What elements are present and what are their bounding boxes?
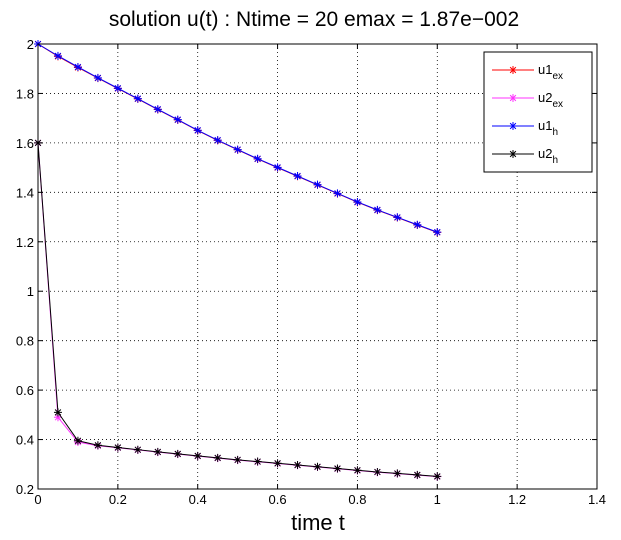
y-tick-label: 1.2	[16, 235, 34, 250]
y-tick-label: 1.6	[16, 136, 34, 151]
data-point	[53, 413, 62, 422]
data-point	[313, 462, 322, 471]
legend-label: u2ex	[538, 90, 563, 110]
data-point	[133, 94, 142, 103]
legend-marker	[509, 94, 517, 102]
series-u1-ex	[34, 40, 442, 237]
y-tick-label: 0.6	[16, 383, 34, 398]
y-tick-label: 0.4	[16, 433, 34, 448]
data-point	[53, 408, 62, 417]
y-tick-label: 0.2	[16, 482, 34, 497]
data-point	[193, 126, 202, 135]
y-tick-label: 1.4	[16, 185, 34, 200]
data-point	[413, 220, 422, 229]
data-point	[433, 228, 442, 237]
legend-label: u1h	[538, 118, 558, 138]
legend-box	[483, 51, 593, 173]
series-line	[37, 142, 438, 477]
data-point	[93, 441, 102, 450]
data-point	[433, 472, 442, 481]
y-tick-label: 2	[27, 37, 34, 52]
data-point	[413, 470, 422, 479]
series-line	[37, 43, 438, 233]
y-tick-label: 1.8	[16, 86, 34, 101]
data-point	[193, 451, 202, 460]
data-point	[253, 457, 262, 466]
data-point	[153, 105, 162, 114]
data-point	[373, 467, 382, 476]
series-line	[37, 142, 438, 478]
data-point	[233, 455, 242, 464]
data-point	[213, 136, 222, 145]
data-point	[113, 84, 122, 93]
series-group	[34, 40, 442, 481]
data-point	[273, 163, 282, 172]
y-tick-label: 1	[27, 284, 34, 299]
data-point	[353, 466, 362, 475]
data-point	[333, 189, 342, 198]
data-point	[153, 447, 162, 456]
x-tick-label: 0	[34, 492, 41, 507]
x-tick-label: 0.8	[348, 492, 366, 507]
data-point	[73, 436, 82, 445]
data-point	[173, 449, 182, 458]
data-point	[93, 73, 102, 82]
series-u2-ex	[34, 138, 442, 481]
legend-marker	[509, 122, 517, 130]
data-point	[293, 461, 302, 470]
data-point	[113, 443, 122, 452]
legend-marker	[509, 66, 517, 74]
data-point	[313, 180, 322, 189]
data-point	[233, 145, 242, 154]
x-tick-label: 1	[434, 492, 441, 507]
x-tick-label: 1.2	[508, 492, 526, 507]
legend-label: u1ex	[538, 62, 563, 82]
data-point	[393, 213, 402, 222]
data-point	[393, 469, 402, 478]
legend-item: u1h	[492, 118, 558, 138]
data-point	[353, 197, 362, 206]
data-point	[333, 464, 342, 473]
legend-item: u2h	[492, 146, 558, 166]
x-tick-label: 0.2	[109, 492, 127, 507]
plot-area-frame	[37, 43, 598, 490]
data-point	[173, 115, 182, 124]
data-point	[133, 445, 142, 454]
data-point	[293, 172, 302, 181]
legend-item: u2ex	[492, 90, 563, 110]
legend: u1ex u2ex u1h u2h	[483, 51, 593, 173]
data-point	[73, 62, 82, 71]
legend-label: u2h	[538, 146, 558, 166]
x-tick-label: 0.6	[269, 492, 287, 507]
data-point	[273, 459, 282, 468]
series-u2-h	[34, 138, 442, 481]
y-tick-label: 0.8	[16, 334, 34, 349]
legend-item: u1ex	[492, 62, 563, 82]
chart-title: solution u(t) : Ntime = 20 emax = 1.87e−…	[109, 8, 519, 31]
legend-marker	[509, 150, 517, 158]
data-point	[53, 51, 62, 60]
x-tick-label: 0.4	[189, 492, 207, 507]
data-point	[373, 205, 382, 214]
x-axis-label: time t	[291, 510, 345, 535]
series-u1-h	[34, 40, 442, 237]
data-point	[253, 154, 262, 163]
axis-ticks: 0 0.2 0.4 0.6 0.8 1 1.2 1.40.20.40.60.811.21.41…	[16, 37, 606, 507]
series-line	[37, 43, 438, 233]
x-tick-label: 1.4	[588, 492, 606, 507]
data-point	[213, 453, 222, 462]
